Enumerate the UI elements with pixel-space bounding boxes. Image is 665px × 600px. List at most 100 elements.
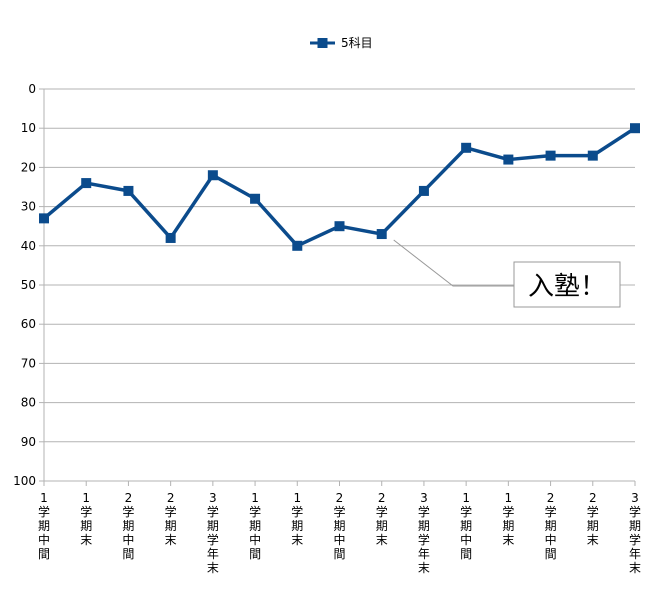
x-tick-label-number: 1 <box>40 491 48 505</box>
x-tick-label-char: 中 <box>333 532 345 547</box>
x-tick-label-number: 3 <box>420 491 428 505</box>
x-tick-label-char: 学 <box>460 504 472 519</box>
x-tick-label-char: 学 <box>502 504 514 519</box>
x-tick-label-char: 期 <box>629 519 641 533</box>
x-tick-label-char: 末 <box>165 533 177 547</box>
annotation-box <box>513 261 621 308</box>
series-5-subjects <box>39 123 640 251</box>
x-tick-label-char: 学 <box>80 504 92 519</box>
x-tick-label-char: 学 <box>418 504 430 519</box>
y-tick-label: 70 <box>21 356 36 370</box>
x-tick-label-number: 1 <box>505 491 513 505</box>
y-tick-label: 80 <box>21 396 36 410</box>
y-tick-label: 50 <box>21 278 36 292</box>
x-tick-label-char: 末 <box>418 561 430 575</box>
x-tick-label-char: 学 <box>418 532 430 547</box>
x-tick-label-number: 1 <box>462 491 470 505</box>
x-tick-label-char: 期 <box>80 519 92 533</box>
x-tick-label-char: 末 <box>291 533 303 547</box>
x-tick-label-char: 間 <box>460 547 472 561</box>
annotation-callout: 入塾！ <box>393 239 621 308</box>
data-point <box>81 178 92 189</box>
x-tick-label-char: 間 <box>545 547 557 561</box>
data-point <box>39 213 49 224</box>
x-tick-label-char: 期 <box>587 519 599 533</box>
data-point <box>334 221 345 232</box>
data-point <box>376 229 387 240</box>
x-tick-label-char: 学 <box>376 504 388 519</box>
x-tick-label-char: 期 <box>165 519 177 533</box>
x-tick-label-char: 期 <box>249 519 261 533</box>
x-tick-label-char: 学 <box>122 504 134 519</box>
x-tick-label-char: 学 <box>587 504 599 519</box>
gridlines <box>44 88 635 482</box>
x-tick-label-char: 期 <box>376 519 388 533</box>
x-tick-label-char: 学 <box>207 504 219 519</box>
data-point <box>545 150 556 161</box>
x-tick-label-char: 中 <box>249 532 261 547</box>
x-tick-label-number: 3 <box>209 491 217 505</box>
x-tick-label-char: 期 <box>502 519 514 533</box>
legend: 5科目 <box>310 36 373 50</box>
x-tick-label-char: 中 <box>545 532 557 547</box>
data-point <box>123 185 134 196</box>
x-tick-label-char: 年 <box>418 547 430 561</box>
x-tick-label-number: 2 <box>547 491 555 505</box>
x-tick-label-char: 期 <box>122 519 134 533</box>
y-tick-label: 20 <box>21 160 36 174</box>
data-point <box>165 232 176 243</box>
x-tick-label-char: 末 <box>587 533 599 547</box>
x-tick-label-char: 期 <box>207 519 219 533</box>
legend-marker <box>317 38 328 48</box>
x-tick-label-char: 末 <box>80 533 92 547</box>
x-tick-label-char: 期 <box>38 519 50 533</box>
x-tick-label-number: 1 <box>251 491 259 505</box>
x-tick-label-number: 2 <box>125 491 133 505</box>
x-tick-label-char: 期 <box>460 519 472 533</box>
x-tick-label-char: 末 <box>376 533 388 547</box>
x-tick-label-char: 中 <box>122 532 134 547</box>
data-point <box>250 193 261 204</box>
x-tick-label-char: 末 <box>207 561 219 575</box>
x-tick-label-char: 期 <box>333 519 345 533</box>
y-tick-label: 40 <box>21 239 36 253</box>
x-tick-label-number: 1 <box>293 491 301 505</box>
data-point <box>630 123 640 134</box>
x-tick-label-char: 学 <box>545 504 557 519</box>
x-tick-label-char: 学 <box>165 504 177 519</box>
x-tick-label-char: 間 <box>249 547 261 561</box>
y-tick-label: 60 <box>21 317 36 331</box>
x-tick-label-char: 学 <box>291 504 303 519</box>
x-tick-label-char: 学 <box>207 532 219 547</box>
x-tick-label-char: 期 <box>291 519 303 533</box>
x-tick-labels: 1学期中間1学期末2学期中間2学期末3学期学年末1学期中間1学期末2学期中間2学… <box>38 491 641 575</box>
data-point <box>292 240 303 251</box>
x-tick-label-char: 期 <box>418 519 430 533</box>
y-tick-label: 100 <box>13 474 36 488</box>
x-tick-label-char: 期 <box>545 519 557 533</box>
y-tick-label: 10 <box>21 121 36 135</box>
annotation-leader-line <box>393 239 514 287</box>
x-tick-label-char: 学 <box>249 504 261 519</box>
x-tick-label-char: 年 <box>207 547 219 561</box>
data-point <box>461 142 472 153</box>
x-tick-label-char: 間 <box>122 547 134 561</box>
x-tick-label-char: 中 <box>38 532 50 547</box>
y-tick-label: 90 <box>21 435 36 449</box>
axes <box>39 88 636 486</box>
x-tick-label-number: 2 <box>589 491 597 505</box>
x-tick-label-number: 2 <box>336 491 344 505</box>
x-tick-label-char: 学 <box>333 504 345 519</box>
data-point <box>418 185 429 196</box>
annotation-text: 入塾！ <box>528 272 606 302</box>
